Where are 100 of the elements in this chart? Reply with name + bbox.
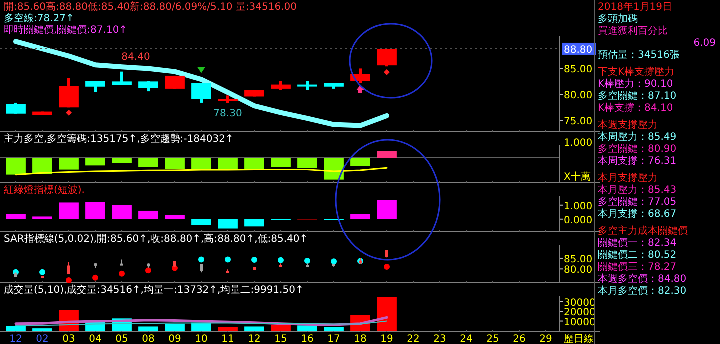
text: 下支K棒支撐壓力 xyxy=(598,66,675,78)
text: 多空關鍵：80.90 xyxy=(598,143,677,155)
x-tick-label: 09 xyxy=(168,334,182,344)
x-tick-label: 24 xyxy=(460,334,473,344)
x-tick-label: 16 xyxy=(301,334,314,344)
text: 關鍵價二：80.52 xyxy=(598,249,677,261)
bar xyxy=(271,324,291,331)
candlestick xyxy=(68,262,70,276)
candlestick xyxy=(86,81,106,92)
text: 本周壓力：85.49 xyxy=(598,131,677,143)
bar xyxy=(218,219,238,229)
bar xyxy=(377,200,397,220)
bar xyxy=(138,326,158,331)
x-tick-label: 17 xyxy=(328,334,340,344)
candlestick xyxy=(112,72,132,86)
text: 關鍵價三：78.27 xyxy=(598,261,677,273)
text: 本周支撐：76.31 xyxy=(598,155,677,167)
candlestick xyxy=(165,76,185,89)
x-tick-label: 10 xyxy=(195,334,208,344)
y-tick-label: 30000 xyxy=(564,298,596,309)
x-tick-label: 25 xyxy=(486,334,500,344)
text: 多空關鍵：87.10 xyxy=(598,90,677,102)
y-tick-label: 0.000 xyxy=(564,215,593,226)
x-tick-label: 23 xyxy=(434,334,446,344)
text: 買進獲利百分比 xyxy=(598,25,668,37)
bar xyxy=(165,215,185,220)
y-tick-label: 85.00 xyxy=(564,64,593,76)
text: 多頭加碼 xyxy=(598,13,638,25)
x-tick-label: 03 xyxy=(62,334,76,344)
chart-title: SAR指標線(5,0.02),開:85.60↑,收:88.80↑,高:88.80↑,低:85.40↑ xyxy=(4,233,308,245)
bar xyxy=(218,328,238,331)
bar xyxy=(377,297,397,331)
chart-subtitle: 多空線:78.27↑ xyxy=(4,12,74,24)
x-tick-label: 04 xyxy=(89,334,102,344)
bar xyxy=(192,322,212,331)
x-tick-label: 11 xyxy=(222,334,234,344)
text: 多空關鍵：77.05 xyxy=(598,196,677,208)
bar xyxy=(6,326,26,331)
text: K棒壓力：90.10 xyxy=(598,78,674,90)
bar xyxy=(112,205,132,220)
text: X十萬 xyxy=(564,171,591,183)
bar xyxy=(32,216,52,220)
y-tick-label: 75.00 xyxy=(564,116,593,128)
point xyxy=(146,268,152,274)
x-tick-label: 02 xyxy=(36,334,49,344)
y-tick-label: 20000 xyxy=(564,308,596,319)
candlestick xyxy=(6,102,26,114)
annotation: 78.30 xyxy=(214,108,242,120)
text: 多空主力成本關鍵價 xyxy=(598,225,688,237)
x-tick-label: 18 xyxy=(354,334,367,344)
text: 本月多空價：82.30 xyxy=(598,285,687,297)
ref-line-label: 88.80 xyxy=(564,44,593,56)
text: 預估量：34516張 xyxy=(598,50,680,61)
point xyxy=(66,278,72,284)
x-tick-label: 05 xyxy=(116,334,128,344)
point xyxy=(384,264,390,270)
point xyxy=(92,274,98,281)
candlestick xyxy=(271,81,291,91)
x-tick-label: 26 xyxy=(513,334,526,344)
candlestick xyxy=(192,83,212,103)
point xyxy=(225,256,231,263)
text: 本月支撐壓力 xyxy=(598,172,658,184)
x-tick-label: 12 xyxy=(248,334,261,344)
point xyxy=(198,256,204,263)
x-tick-label: 08 xyxy=(142,334,155,344)
point xyxy=(278,257,284,264)
bar xyxy=(6,214,26,220)
candlestick xyxy=(59,78,79,108)
annotation: 84.40 xyxy=(122,52,150,63)
text: 6.09 xyxy=(694,38,716,49)
x-tick-label: 12 xyxy=(10,334,22,344)
bar xyxy=(350,214,370,220)
chart-title: 開:85.60高:88.80低:85.40新:88.80/6.09%/5.10 量:34516.00 xyxy=(4,1,298,13)
x-tick-label: 19 xyxy=(380,334,394,344)
y-tick-label: 85.00 xyxy=(564,254,593,266)
x-tick-label: 15 xyxy=(274,334,288,344)
x-tick-label: 22 xyxy=(407,334,420,344)
text: 本月支撐：68.67 xyxy=(598,208,677,220)
y-tick-label: 10000 xyxy=(564,317,596,328)
bar xyxy=(298,326,318,331)
point xyxy=(40,269,46,276)
text: 關鍵價一：82.34 xyxy=(598,237,677,249)
text: K棒支撐：84.10 xyxy=(598,102,674,114)
candlestick xyxy=(138,81,158,92)
bar xyxy=(165,324,185,331)
bar xyxy=(324,327,344,331)
candlestick xyxy=(377,48,397,67)
y-tick-label: 80.00 xyxy=(564,265,593,276)
text: 歷日線 xyxy=(564,333,594,344)
y-tick-label: 80.00 xyxy=(564,90,593,102)
y-tick-label: 1.000 xyxy=(564,201,593,212)
point xyxy=(119,270,125,277)
text: 本月壓力：85.43 xyxy=(598,184,677,196)
point xyxy=(331,258,337,265)
bar xyxy=(86,202,106,220)
chart-title: 成交量(5,10),成交量:34516↑,均量一:13732↑,均量二:9991.50↑ xyxy=(4,284,304,296)
text: 本週支撐壓力 xyxy=(598,119,658,131)
x-tick-label: 29 xyxy=(540,334,552,344)
text: 本週多空價：84.80 xyxy=(598,273,687,285)
point xyxy=(252,256,258,263)
